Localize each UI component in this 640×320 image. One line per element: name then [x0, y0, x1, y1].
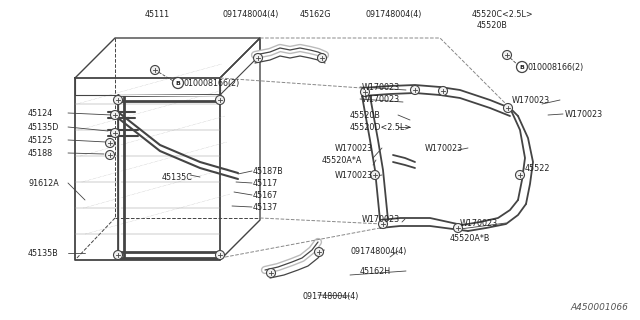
Circle shape [371, 171, 380, 180]
Circle shape [106, 150, 115, 159]
Text: 45520A*B: 45520A*B [450, 234, 490, 243]
Text: 45520C<2.5L>: 45520C<2.5L> [472, 10, 534, 19]
Text: W170023: W170023 [362, 214, 400, 223]
Text: 45520B: 45520B [477, 20, 508, 29]
Circle shape [454, 223, 463, 233]
Circle shape [150, 66, 159, 75]
Circle shape [173, 77, 184, 89]
Text: 010008166(2): 010008166(2) [183, 78, 239, 87]
Circle shape [216, 251, 225, 260]
Circle shape [410, 85, 419, 94]
Circle shape [113, 251, 122, 260]
Text: 45162H: 45162H [360, 267, 391, 276]
Circle shape [314, 247, 323, 257]
Text: 091748004(4): 091748004(4) [222, 10, 278, 19]
Text: 091748004(4): 091748004(4) [302, 292, 358, 300]
Text: W170023: W170023 [362, 83, 400, 92]
Text: 45167: 45167 [253, 190, 278, 199]
Circle shape [502, 51, 511, 60]
Text: W170023: W170023 [425, 143, 463, 153]
Circle shape [253, 53, 262, 62]
Text: W170023: W170023 [335, 143, 373, 153]
Text: B: B [175, 81, 180, 85]
Text: 45520B: 45520B [350, 110, 381, 119]
Circle shape [317, 53, 326, 62]
Circle shape [516, 61, 527, 73]
Text: 45135B: 45135B [28, 249, 59, 258]
Text: 45137: 45137 [253, 203, 278, 212]
Text: 91612A: 91612A [28, 179, 59, 188]
Text: 45188: 45188 [28, 148, 53, 157]
Text: 091748004(4): 091748004(4) [350, 246, 406, 255]
Circle shape [360, 87, 369, 97]
Text: 45135C: 45135C [162, 172, 193, 181]
Circle shape [113, 95, 122, 105]
Text: W170023: W170023 [335, 171, 373, 180]
Text: 45124: 45124 [28, 108, 53, 117]
Circle shape [216, 95, 225, 105]
Circle shape [111, 129, 120, 138]
Text: 45162G: 45162G [300, 10, 332, 19]
Text: W170023: W170023 [460, 219, 498, 228]
Text: W170023: W170023 [512, 95, 550, 105]
Text: 091748004(4): 091748004(4) [365, 10, 421, 19]
Text: 45135D: 45135D [28, 123, 60, 132]
Text: 45187B: 45187B [253, 166, 284, 175]
Circle shape [106, 139, 115, 148]
Text: 45111: 45111 [145, 10, 170, 19]
Circle shape [378, 220, 387, 228]
Text: W170023: W170023 [565, 109, 603, 118]
Text: 010008166(2): 010008166(2) [527, 62, 583, 71]
Circle shape [111, 110, 120, 119]
Text: W170023: W170023 [362, 94, 400, 103]
Text: 45520A*A: 45520A*A [322, 156, 362, 164]
Text: A450001066: A450001066 [570, 303, 628, 312]
Text: 45522: 45522 [525, 164, 550, 172]
Circle shape [438, 86, 447, 95]
Text: 45125: 45125 [28, 135, 53, 145]
Circle shape [515, 171, 525, 180]
Text: 45520D<2.5L>: 45520D<2.5L> [350, 123, 412, 132]
Circle shape [266, 268, 275, 277]
Text: B: B [520, 65, 524, 69]
Text: 45117: 45117 [253, 179, 278, 188]
Circle shape [504, 103, 513, 113]
